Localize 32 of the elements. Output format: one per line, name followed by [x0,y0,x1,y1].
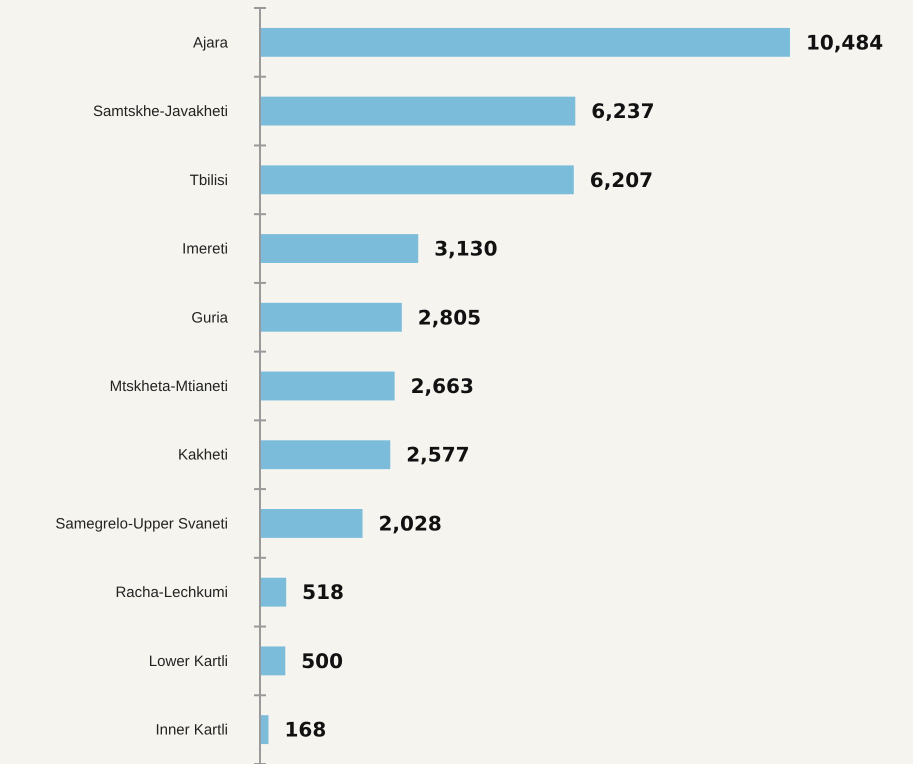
y-tick-label: Samtskhe-Javakheti [92,103,228,120]
bar [260,372,395,400]
y-tick-label: Guria [191,309,229,326]
bar [260,578,286,607]
bar [260,234,418,263]
bar [260,28,790,57]
data-label: 2,805 [418,305,482,330]
data-label: 6,237 [591,99,655,124]
bar [260,302,402,332]
data-label: 518 [302,580,344,604]
y-tick-label: Imereti [182,240,228,258]
data-label: 500 [301,648,344,673]
bar [260,96,576,126]
data-label: 10,484 [806,30,884,54]
bar [260,165,574,194]
data-label: 2,577 [406,442,470,467]
data-label: 6,207 [590,168,654,192]
y-tick-label: Lower Kartli [148,652,228,670]
y-tick-label: Racha-Lechkumi [115,584,228,602]
y-tick-label: Mtskheta-Mtianeti [110,378,228,395]
y-tick-label: Tbilisi [190,172,228,189]
bar [260,509,363,538]
y-tick-label: Kakheti [178,446,228,464]
bar [260,646,286,676]
y-tick-label: Samegrelo-Upper Svaneti [55,515,228,532]
y-tick-label: Inner Kartli [155,722,228,739]
data-label: 3,130 [434,236,498,261]
data-label: 2,663 [410,374,474,398]
data-label: 2,028 [378,511,442,536]
data-label: 168 [284,718,326,742]
y-tick-label: Ajara [192,34,229,52]
bar [260,440,390,470]
